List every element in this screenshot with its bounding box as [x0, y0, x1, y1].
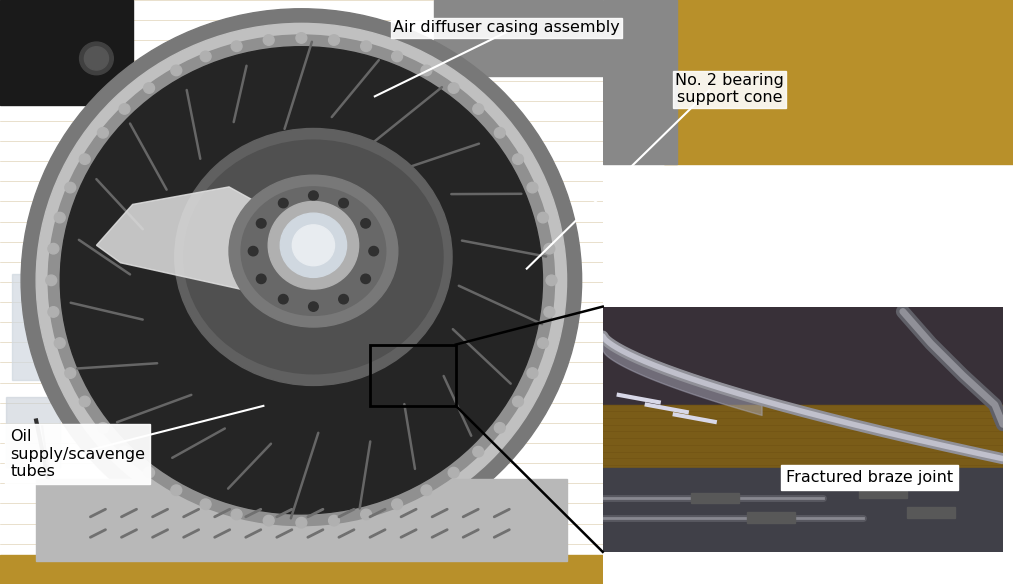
Circle shape: [513, 397, 524, 407]
Bar: [0, 0, 133, 105]
Bar: [603, 307, 1003, 449]
Bar: [434, 0, 603, 76]
Bar: [691, 492, 738, 503]
Circle shape: [97, 423, 108, 433]
Circle shape: [256, 274, 266, 284]
Circle shape: [46, 275, 57, 286]
Circle shape: [369, 246, 379, 256]
Circle shape: [231, 41, 242, 51]
Circle shape: [171, 65, 181, 76]
Circle shape: [263, 515, 275, 526]
Circle shape: [144, 83, 155, 93]
Circle shape: [97, 127, 108, 138]
Circle shape: [279, 199, 288, 208]
Circle shape: [473, 446, 483, 457]
Bar: [12, 274, 72, 380]
Circle shape: [538, 338, 548, 348]
Bar: [370, 345, 456, 406]
Circle shape: [361, 509, 372, 520]
Circle shape: [538, 213, 548, 223]
Bar: [603, 0, 677, 164]
Circle shape: [309, 302, 318, 311]
Circle shape: [248, 246, 258, 256]
Circle shape: [448, 467, 459, 478]
Circle shape: [65, 182, 76, 193]
Circle shape: [268, 201, 359, 289]
Text: Air diffuser casing assembly: Air diffuser casing assembly: [393, 20, 620, 36]
Circle shape: [256, 218, 266, 228]
Circle shape: [309, 191, 318, 200]
Circle shape: [361, 41, 372, 51]
Circle shape: [361, 218, 371, 228]
Circle shape: [231, 509, 242, 520]
Circle shape: [171, 485, 181, 495]
Ellipse shape: [21, 9, 581, 552]
Ellipse shape: [49, 35, 554, 526]
Text: Oil
supply/scavenge
tubes: Oil supply/scavenge tubes: [10, 429, 145, 479]
Circle shape: [79, 154, 90, 164]
Circle shape: [392, 51, 402, 62]
Circle shape: [527, 182, 538, 193]
Circle shape: [55, 213, 65, 223]
Circle shape: [80, 42, 113, 75]
Circle shape: [84, 47, 108, 70]
Circle shape: [338, 199, 348, 208]
Bar: [747, 512, 795, 523]
Bar: [907, 507, 955, 518]
Circle shape: [201, 499, 211, 509]
Circle shape: [494, 127, 505, 138]
Circle shape: [293, 225, 334, 266]
Circle shape: [328, 515, 339, 526]
Bar: [665, 0, 1013, 164]
Circle shape: [263, 35, 275, 46]
Circle shape: [361, 274, 371, 284]
Polygon shape: [96, 187, 313, 292]
Circle shape: [65, 368, 76, 378]
Ellipse shape: [183, 140, 443, 374]
Circle shape: [448, 83, 459, 93]
Circle shape: [201, 51, 211, 62]
Circle shape: [473, 104, 483, 114]
Circle shape: [48, 244, 59, 254]
Text: No. 2 bearing
support cone: No. 2 bearing support cone: [675, 73, 784, 105]
Circle shape: [494, 423, 505, 433]
Bar: [0, 555, 603, 584]
Ellipse shape: [241, 187, 386, 315]
Circle shape: [279, 294, 288, 304]
Text: Fractured braze joint: Fractured braze joint: [786, 470, 952, 485]
Circle shape: [48, 307, 59, 317]
Circle shape: [55, 338, 65, 348]
Circle shape: [120, 446, 130, 457]
Circle shape: [296, 33, 307, 43]
Circle shape: [546, 275, 557, 286]
Circle shape: [328, 35, 339, 46]
Circle shape: [338, 294, 348, 304]
Ellipse shape: [229, 175, 398, 327]
Circle shape: [281, 213, 346, 277]
Bar: [603, 468, 1003, 552]
Bar: [6, 397, 61, 467]
Circle shape: [79, 396, 90, 406]
Ellipse shape: [36, 23, 566, 537]
Circle shape: [421, 485, 432, 495]
Ellipse shape: [60, 47, 543, 514]
Circle shape: [392, 499, 402, 509]
Circle shape: [421, 65, 432, 76]
Bar: [603, 405, 1003, 478]
Circle shape: [144, 467, 155, 478]
Circle shape: [296, 517, 307, 528]
Circle shape: [544, 307, 555, 317]
Bar: [36, 479, 566, 561]
Circle shape: [120, 104, 130, 114]
Circle shape: [544, 244, 555, 254]
Ellipse shape: [175, 128, 452, 385]
Circle shape: [513, 154, 524, 165]
Bar: [859, 488, 907, 498]
Circle shape: [527, 368, 538, 378]
